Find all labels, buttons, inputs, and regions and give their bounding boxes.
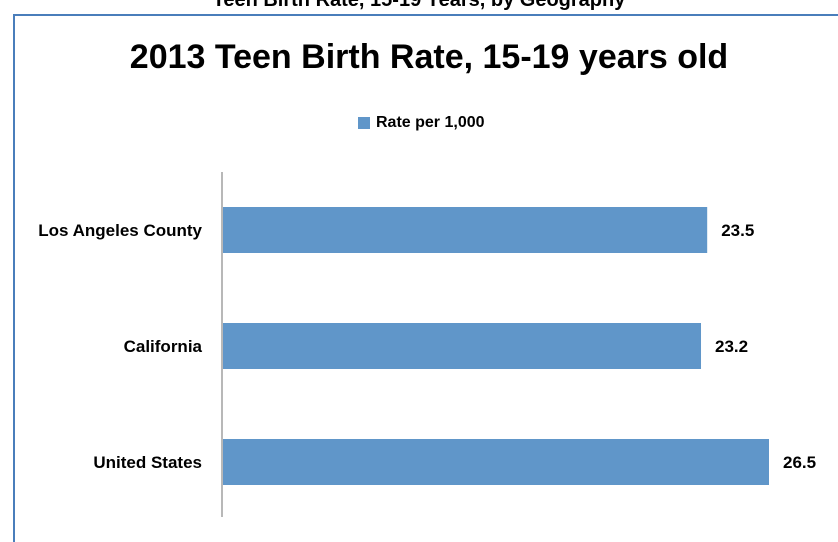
chart-frame	[13, 14, 838, 542]
legend-swatch	[358, 117, 370, 129]
bar-california	[223, 323, 702, 369]
category-label: United States	[93, 453, 202, 472]
category-label: Los Angeles County	[38, 221, 202, 240]
bars-group: Los Angeles County 23.5 California 23.2 Unit…	[38, 207, 816, 485]
bar-los-angeles-county	[223, 207, 708, 253]
data-label: 23.2	[715, 337, 748, 356]
legend-label: Rate per 1,000	[376, 114, 485, 131]
category-label: California	[124, 337, 203, 356]
data-label: 26.5	[783, 453, 816, 472]
chart-legend: Rate per 1,000	[358, 113, 485, 133]
chart-title: 2013 Teen Birth Rate, 15-19 years old	[129, 38, 729, 76]
cutoff-heading: Teen Birth Rate, 15-19 Years, by Geograp…	[212, 0, 626, 11]
data-label: 23.5	[721, 221, 754, 240]
bar-united-states	[223, 439, 769, 485]
